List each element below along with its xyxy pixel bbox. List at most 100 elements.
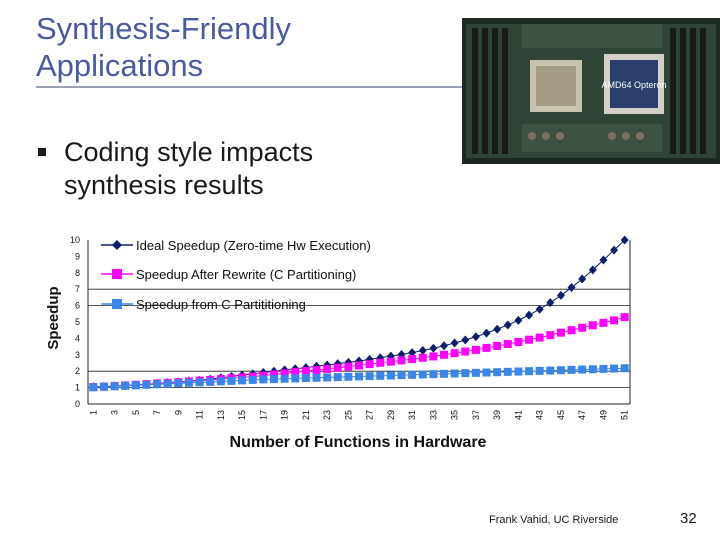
- x-tick-label: 19: [280, 410, 290, 420]
- data-point: [323, 373, 332, 382]
- data-point: [248, 375, 257, 384]
- data-point: [556, 366, 565, 375]
- x-tick-label: 51: [620, 410, 630, 420]
- data-point: [365, 360, 374, 369]
- data-point: [376, 358, 385, 367]
- data-point: [376, 353, 385, 363]
- title-line-1: Synthesis-Friendly: [36, 11, 291, 46]
- data-point: [503, 320, 512, 330]
- y-tick-label: 8: [75, 268, 80, 278]
- x-tick-label: 35: [450, 410, 460, 420]
- data-point: [429, 343, 438, 353]
- title-underline: [36, 86, 466, 88]
- x-tick-label: 39: [492, 410, 502, 420]
- data-point: [418, 346, 427, 356]
- data-point: [546, 331, 555, 340]
- data-point: [184, 378, 193, 387]
- data-point: [461, 335, 470, 345]
- data-point: [312, 373, 321, 382]
- data-point: [121, 381, 130, 390]
- data-point: [323, 364, 332, 373]
- data-point: [131, 381, 140, 390]
- data-point: [386, 371, 395, 380]
- data-point: [269, 370, 278, 379]
- data-point: [567, 283, 576, 293]
- x-tick-label: 17: [258, 410, 268, 420]
- data-point: [142, 380, 151, 389]
- bullet-square-icon: [38, 148, 46, 156]
- y-tick-label: 4: [75, 333, 80, 343]
- x-axis-title: Number of Functions in Hardware: [230, 434, 487, 451]
- y-tick-label: 10: [70, 235, 80, 245]
- x-tick-label: 11: [195, 410, 205, 419]
- legend-label: Speedup from C Partititioning: [136, 297, 306, 312]
- data-point: [301, 374, 310, 383]
- data-point: [301, 367, 310, 376]
- data-point: [450, 369, 459, 378]
- data-point: [408, 348, 417, 358]
- data-point: [89, 383, 98, 392]
- data-point: [355, 372, 363, 381]
- data-point: [110, 382, 119, 391]
- data-point: [482, 343, 491, 352]
- data-point: [440, 350, 449, 359]
- data-point: [312, 366, 321, 375]
- data-point: [259, 375, 268, 384]
- data-point: [238, 376, 247, 385]
- x-tick-label: 9: [173, 410, 183, 415]
- data-point: [535, 304, 544, 314]
- x-tick-label: 41: [513, 410, 523, 420]
- data-point: [280, 369, 289, 378]
- data-point: [471, 368, 480, 377]
- data-point: [195, 378, 204, 387]
- motherboard-photo: AMD64 Opteron: [462, 18, 720, 164]
- bullet-text: Coding style impacts synthesis results: [64, 137, 314, 200]
- y-tick-label: 6: [75, 301, 80, 311]
- data-point: [493, 368, 502, 377]
- data-point: [408, 370, 417, 379]
- y-tick-label: 7: [75, 284, 80, 294]
- data-point: [525, 367, 534, 376]
- title-line-2: Applications: [36, 48, 204, 83]
- data-point: [397, 371, 406, 380]
- data-point: [546, 366, 555, 375]
- data-point: [280, 374, 289, 383]
- data-point: [588, 365, 597, 374]
- data-point: [503, 339, 512, 348]
- data-point: [599, 255, 608, 265]
- data-point: [216, 377, 225, 386]
- x-tick-label: 49: [598, 410, 608, 420]
- x-tick-label: 47: [577, 410, 587, 420]
- data-point: [620, 364, 629, 373]
- x-tick-label: 31: [407, 410, 417, 420]
- data-point: [206, 377, 215, 386]
- data-point: [450, 338, 459, 348]
- data-point: [429, 352, 438, 361]
- data-point: [525, 335, 534, 344]
- data-point: [163, 379, 172, 388]
- data-point: [588, 321, 597, 330]
- x-tick-label: 1: [88, 410, 98, 415]
- y-tick-label: 0: [75, 399, 80, 409]
- y-axis-title: Speedup: [45, 286, 62, 349]
- data-point: [174, 379, 183, 388]
- data-point: [408, 355, 417, 364]
- x-tick-label: 13: [216, 410, 226, 420]
- x-tick-label: 7: [152, 410, 162, 415]
- data-point: [227, 376, 236, 385]
- data-point: [493, 324, 502, 334]
- data-point: [471, 332, 480, 342]
- data-point: [535, 366, 544, 375]
- x-tick-label: 15: [237, 410, 247, 420]
- y-tick-label: 1: [75, 383, 80, 393]
- data-point: [386, 357, 395, 366]
- data-point: [493, 341, 502, 350]
- speedup-chart: Speedup Number of Functions in Hardware …: [45, 235, 631, 451]
- data-point: [535, 333, 544, 342]
- data-point: [578, 274, 587, 284]
- y-tick-label: 3: [75, 350, 80, 360]
- data-point: [610, 364, 619, 373]
- data-point: [365, 372, 374, 381]
- data-point: [620, 313, 629, 322]
- data-point: [333, 363, 342, 372]
